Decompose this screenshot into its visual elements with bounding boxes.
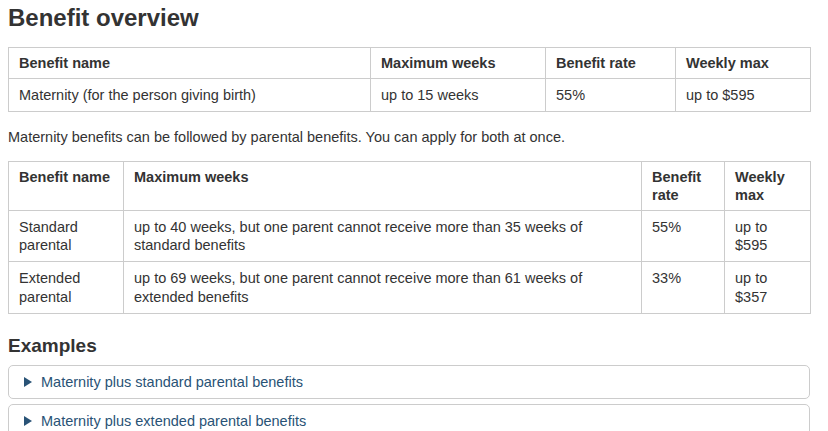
table-row-extended-parental: Extended parental up to 69 weeks, but on… — [9, 262, 811, 313]
table-row-standard-parental: Standard parental up to 40 weeks, but on… — [9, 211, 811, 262]
table-row-maternity: Maternity (for the person giving birth) … — [9, 78, 811, 111]
intro-note: Maternity benefits can be followed by pa… — [8, 128, 810, 147]
cell-benefit-name: Standard parental — [9, 211, 124, 262]
expander-maternity-plus-extended-parental: Maternity plus extended parental benefit… — [8, 404, 810, 431]
maternity-benefits-table: Benefit name Maximum weeks Benefit rate … — [8, 47, 811, 112]
expander-maternity-plus-standard-parental: Maternity plus standard parental benefit… — [8, 365, 810, 399]
expander-summary-standard-parental[interactable]: Maternity plus standard parental benefit… — [9, 366, 809, 398]
examples-heading: Examples — [8, 335, 810, 357]
page-title: Benefit overview — [8, 4, 810, 33]
column-header-weekly-max: Weekly max — [725, 161, 811, 210]
cell-benefit-name: Maternity (for the person giving birth) — [9, 78, 371, 111]
column-header-benefit-rate: Benefit rate — [642, 161, 725, 210]
cell-maximum-weeks: up to 40 weeks, but one parent cannot re… — [124, 211, 642, 262]
cell-maximum-weeks: up to 15 weeks — [371, 78, 546, 111]
column-header-benefit-name: Benefit name — [9, 161, 124, 210]
cell-benefit-rate: 33% — [642, 262, 725, 313]
column-header-benefit-rate: Benefit rate — [546, 47, 676, 78]
cell-weekly-max: up to $357 — [725, 262, 811, 313]
parental-benefits-table: Benefit name Maximum weeks Benefit rate … — [8, 161, 811, 314]
page-content: Benefit overview Benefit name Maximum we… — [8, 4, 810, 431]
table-header-row: Benefit name Maximum weeks Benefit rate … — [9, 47, 811, 78]
column-header-maximum-weeks: Maximum weeks — [124, 161, 642, 210]
expander-label: Maternity plus extended parental benefit… — [41, 413, 306, 429]
cell-weekly-max: up to $595 — [725, 211, 811, 262]
column-header-maximum-weeks: Maximum weeks — [371, 47, 546, 78]
cell-benefit-rate: 55% — [642, 211, 725, 262]
cell-benefit-rate: 55% — [546, 78, 676, 111]
expand-triangle-icon — [24, 416, 32, 426]
expander-label: Maternity plus standard parental benefit… — [41, 374, 303, 390]
column-header-weekly-max: Weekly max — [676, 47, 811, 78]
expand-triangle-icon — [24, 377, 32, 387]
column-header-benefit-name: Benefit name — [9, 47, 371, 78]
cell-maximum-weeks: up to 69 weeks, but one parent cannot re… — [124, 262, 642, 313]
table-header-row: Benefit name Maximum weeks Benefit rate … — [9, 161, 811, 210]
expander-summary-extended-parental[interactable]: Maternity plus extended parental benefit… — [9, 405, 809, 431]
cell-benefit-name: Extended parental — [9, 262, 124, 313]
cell-weekly-max: up to $595 — [676, 78, 811, 111]
